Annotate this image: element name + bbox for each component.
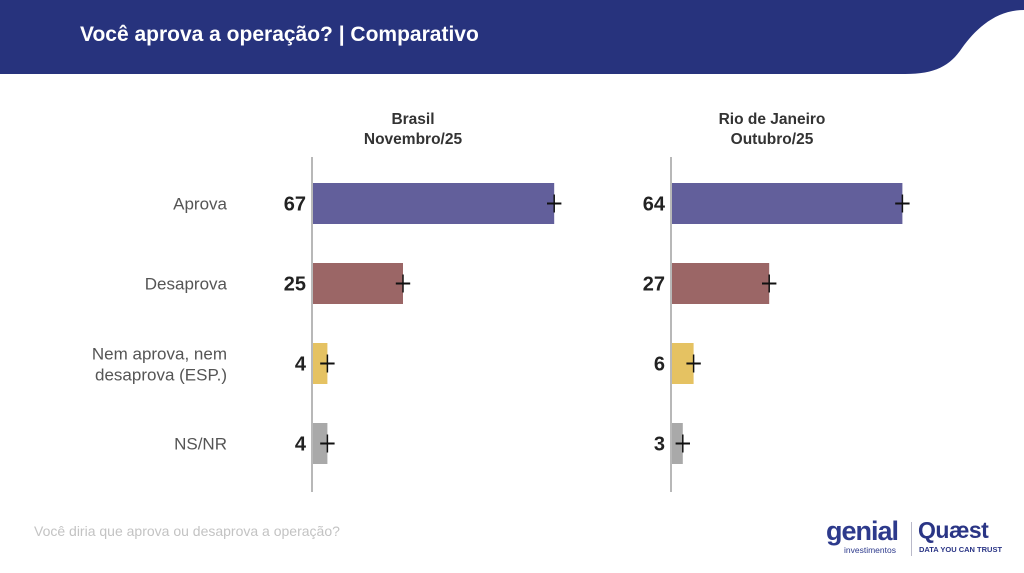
genial-logo: genial bbox=[826, 516, 899, 546]
value-label: 25 bbox=[284, 274, 306, 296]
panel-title: Brasil bbox=[391, 111, 434, 128]
category-label: Desaprova bbox=[145, 275, 228, 294]
header-band-shape bbox=[0, 0, 1024, 74]
bar bbox=[672, 183, 903, 224]
bar bbox=[672, 263, 770, 304]
value-label: 4 bbox=[295, 354, 307, 376]
bar bbox=[313, 183, 555, 224]
category-label: Aprova bbox=[173, 195, 227, 214]
bar bbox=[672, 343, 694, 384]
panel-title: Outubro/25 bbox=[731, 131, 814, 148]
value-label: 64 bbox=[643, 194, 666, 216]
category-label: desaprova (ESP.) bbox=[95, 366, 227, 385]
logo-divider bbox=[911, 522, 912, 556]
value-label: 27 bbox=[643, 274, 665, 296]
panel-title: Novembro/25 bbox=[364, 131, 463, 148]
value-label: 3 bbox=[654, 434, 665, 456]
value-label: 4 bbox=[295, 434, 307, 456]
page-title: Você aprova a operação? | Comparativo bbox=[80, 23, 479, 46]
header-band bbox=[0, 0, 1024, 74]
value-label: 6 bbox=[654, 354, 665, 376]
panel-title: Rio de Janeiro bbox=[719, 111, 826, 128]
category-label: NS/NR bbox=[174, 435, 227, 454]
category-label: Nem aprova, nem bbox=[92, 345, 227, 364]
value-label: 67 bbox=[284, 194, 306, 216]
survey-question: Você diria que aprova ou desaprova a ope… bbox=[34, 523, 340, 539]
genial-logo-subtitle: investimentos bbox=[844, 545, 896, 555]
bar bbox=[313, 263, 403, 304]
quaest-logo: Quæst bbox=[918, 517, 989, 543]
quaest-logo-tagline: DATA YOU CAN TRUST bbox=[919, 545, 1003, 554]
